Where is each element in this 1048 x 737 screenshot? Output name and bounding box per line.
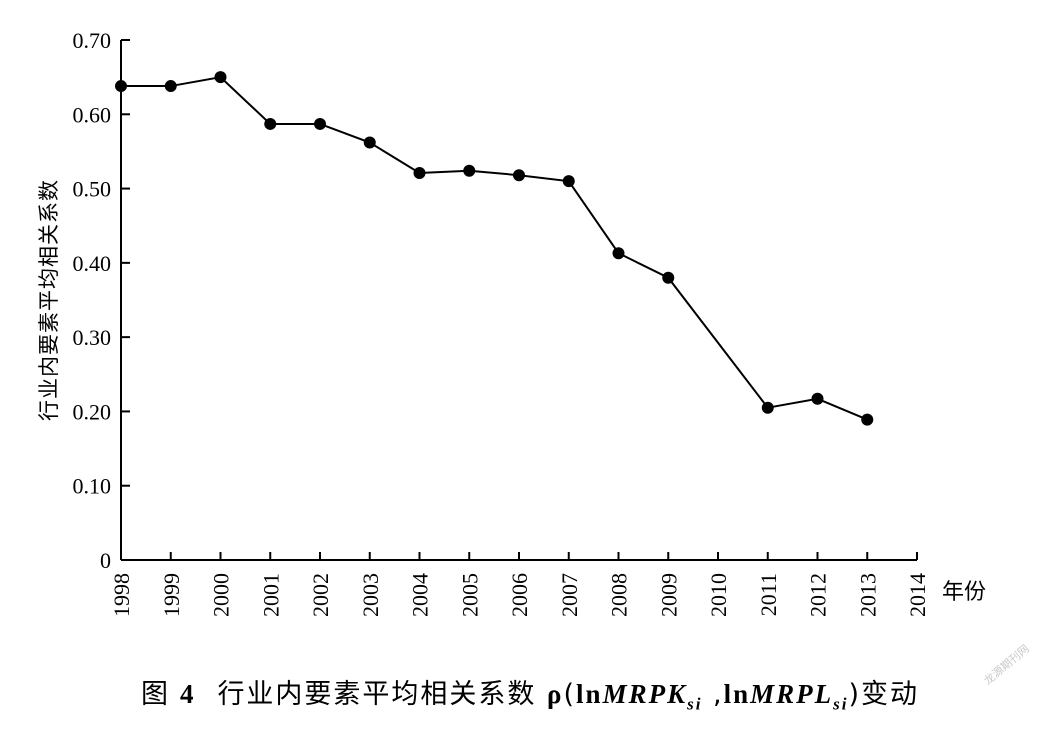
figure-number: 4 <box>179 679 196 709</box>
x-tick-label: 2009 <box>656 573 681 617</box>
data-point <box>363 136 376 149</box>
x-tick-label: 2000 <box>209 573 234 617</box>
y-axis-ticks: 0 0.10 0.20 0.30 0.40 0.50 0.60 0.70 <box>73 28 130 573</box>
caption-open-paren: ( <box>563 679 577 710</box>
x-tick-label: 2014 <box>905 573 930 617</box>
caption-rho: ρ <box>547 679 564 709</box>
line-chart: 0 0.10 0.20 0.30 0.40 0.50 0.60 0.70 1998 1999 20… <box>37 28 986 617</box>
x-tick-label: 2007 <box>557 573 582 617</box>
caption-ln-2: ln <box>723 679 751 709</box>
data-point <box>314 117 326 130</box>
x-tick-label: 2010 <box>706 573 731 617</box>
caption-var-1: MRPK <box>602 679 688 709</box>
x-tick-label: 2012 <box>806 573 831 617</box>
data-series <box>115 71 874 426</box>
caption-sub-2: si <box>833 694 849 714</box>
data-point <box>861 413 874 426</box>
caption-ln-1: ln <box>576 679 603 709</box>
data-point <box>513 169 525 182</box>
caption-suffix: 变动 <box>861 679 920 710</box>
figure-label: 图 <box>140 679 170 710</box>
data-point <box>811 392 824 405</box>
y-tick-label: 0 <box>100 548 111 573</box>
chart-axes <box>120 40 917 561</box>
y-tick-label: 0.10 <box>73 474 112 499</box>
x-tick-label: 2008 <box>607 573 632 617</box>
data-point <box>612 247 625 260</box>
data-point <box>761 401 774 414</box>
x-tick-label: 2011 <box>756 573 781 616</box>
x-tick-label: 2003 <box>358 573 383 617</box>
y-axis-label: 行业内要素平均相关系数 <box>37 179 61 421</box>
data-point <box>115 80 127 93</box>
x-tick-label: 2001 <box>258 573 283 617</box>
figure-caption: 图 4 行业内要素平均相关系数 ρ(lnMRPKsi ,lnMRPLsi)变动 <box>40 672 1020 716</box>
y-tick-label: 0.20 <box>73 399 112 424</box>
x-tick-label: 1998 <box>109 573 134 617</box>
data-point <box>562 175 575 188</box>
caption-comma: , <box>702 679 724 710</box>
y-tick-label: 0.60 <box>73 102 112 127</box>
x-tick-label: 1999 <box>159 573 184 617</box>
y-tick-label: 0.30 <box>73 325 112 350</box>
data-point <box>413 166 426 179</box>
caption-sub-1: si <box>687 694 703 714</box>
x-tick-label: 2002 <box>308 573 333 617</box>
x-axis-ticks: 1998 1999 2000 2001 2002 2003 2004 2005 2006 2007… <box>109 552 930 617</box>
y-tick-label: 0.70 <box>73 28 112 53</box>
caption-text: 行业内要素平均相关系数 <box>217 679 537 710</box>
data-point <box>164 80 177 93</box>
data-point <box>662 271 675 284</box>
y-tick-label: 0.40 <box>73 251 112 276</box>
x-tick-label: 2013 <box>855 573 880 617</box>
data-point <box>463 164 476 177</box>
x-tick-label: 2004 <box>408 573 433 617</box>
series-line <box>121 76 868 421</box>
data-point <box>214 71 227 84</box>
caption-var-2: MRPL <box>750 679 834 709</box>
caption-close-paren: ) <box>848 679 862 710</box>
y-tick-label: 0.50 <box>73 177 112 202</box>
x-tick-label: 2006 <box>507 573 532 617</box>
x-axis-label: 年份 <box>942 580 986 605</box>
x-tick-label: 2005 <box>457 573 482 617</box>
data-point <box>264 117 277 130</box>
